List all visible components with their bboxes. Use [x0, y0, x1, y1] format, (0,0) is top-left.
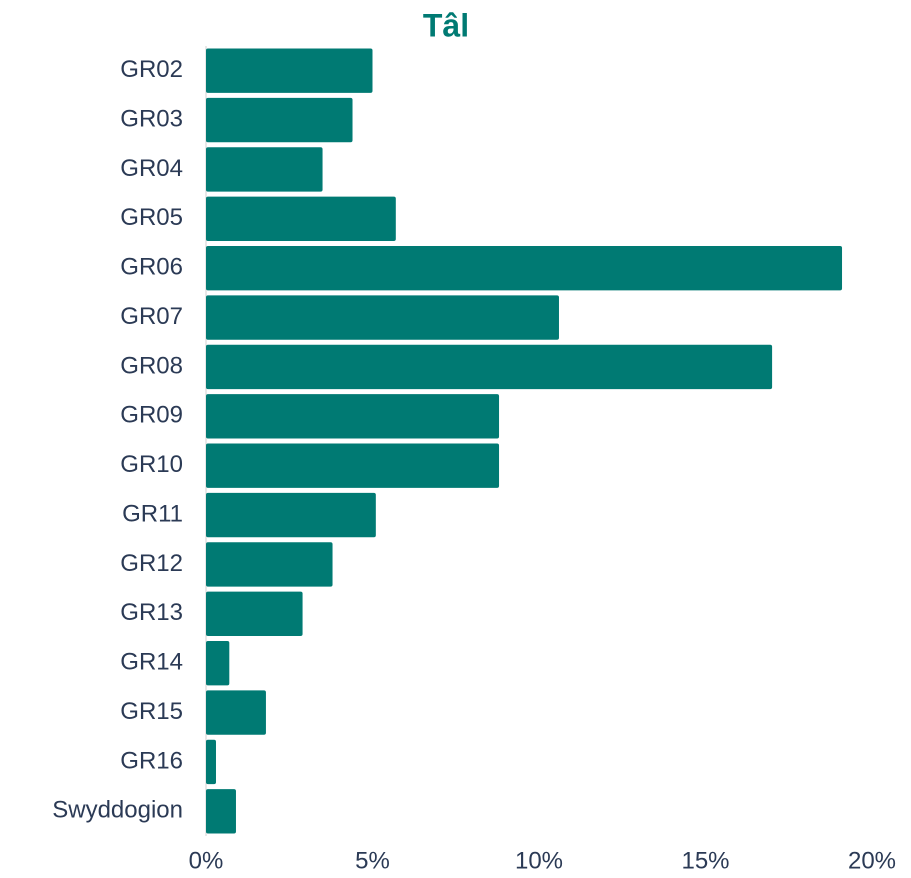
bar: [206, 295, 559, 340]
bar: [206, 344, 773, 390]
bar: [206, 245, 843, 291]
y-tick-label: GR05: [120, 204, 183, 231]
x-tick-label: 15%: [681, 847, 729, 874]
bar: [206, 147, 323, 192]
y-tick-label: GR02: [120, 56, 183, 83]
y-tick-label: GR10: [120, 451, 183, 478]
y-tick-label: GR08: [120, 352, 183, 379]
bar: [206, 443, 500, 488]
bar: [206, 640, 230, 686]
y-tick-label: Swyddogion: [52, 797, 183, 824]
y-tick-label: GR03: [120, 105, 183, 132]
bar: [206, 196, 396, 242]
y-tick-label: GR14: [120, 649, 183, 676]
y-tick-label: GR06: [120, 254, 183, 281]
bar: [206, 97, 353, 143]
x-tick-label: 10%: [515, 847, 563, 874]
y-tick-label: GR13: [120, 599, 183, 626]
bar: [206, 690, 266, 735]
bar: [206, 492, 376, 538]
bar: [206, 394, 500, 439]
y-tick-label: GR09: [120, 402, 183, 429]
x-tick-label: 0%: [189, 847, 224, 874]
y-tick-label: GR04: [120, 155, 183, 182]
y-tick-label: GR16: [120, 747, 183, 774]
x-tick-label: 5%: [355, 847, 390, 874]
bar: [206, 542, 333, 587]
y-tick-label: GR15: [120, 698, 183, 725]
bar: [206, 789, 236, 834]
chart-title: Tâl: [423, 7, 469, 43]
bar: [206, 591, 303, 637]
bar: [206, 48, 373, 93]
y-tick-label: GR07: [120, 303, 183, 330]
y-tick-label: GR11: [122, 500, 183, 527]
x-tick-label: 20%: [848, 847, 896, 874]
bar: [206, 739, 216, 785]
y-tick-label: GR12: [120, 550, 183, 577]
